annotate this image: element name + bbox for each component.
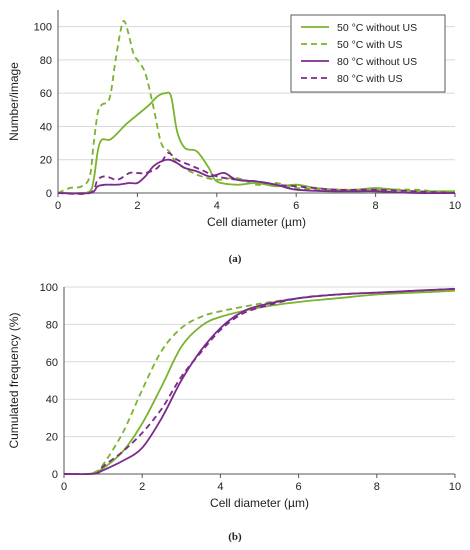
panel-label-a: (a) — [228, 253, 242, 265]
chart-b-series-line-3 — [63, 288, 456, 476]
chart-b-y-tick-label: 0 — [52, 469, 58, 481]
chart-b-x-tick-label: 4 — [217, 481, 223, 493]
chart-a-x-tick-label: 6 — [293, 200, 299, 212]
chart-a-x-tick-label: 2 — [134, 200, 140, 212]
chart-a-series-line-2 — [57, 19, 456, 194]
chart-a-y-tick-label: 40 — [40, 121, 52, 133]
chart-a-legend-entry: 80 °C without US — [337, 56, 417, 68]
chart-a-x-axis-label: Cell diameter (µm) — [207, 215, 306, 229]
chart-a-series-line-3 — [57, 158, 456, 195]
chart-a-y-tick-label: 0 — [46, 188, 52, 200]
chart-b: 0 20 40 60 80 100 0 2 4 6 8 10 Cell diameter (µm) Cum… — [7, 282, 461, 510]
chart-a-series-line-1 — [57, 91, 455, 195]
chart-b-y-tick-label: 60 — [46, 357, 58, 369]
chart-b-y-tick-label: 100 — [40, 282, 58, 294]
chart-a-legend-entry: 80 °C with US — [337, 73, 402, 85]
chart-b-y-tick-label: 80 — [46, 319, 58, 331]
chart-b-y-tick-label: 40 — [46, 394, 58, 406]
chart-a-y-tick-label: 60 — [40, 88, 52, 100]
chart-a-legend-entry: 50 °C with US — [337, 39, 402, 51]
chart-a-series-line-4 — [57, 152, 456, 195]
chart-a-x-tick-label: 10 — [449, 200, 461, 212]
chart-b-series-line-2 — [63, 288, 456, 476]
chart-b-y-axis-label: Cumulated frequency (%) — [7, 312, 21, 448]
chart-b-x-tick-label: 0 — [61, 481, 67, 493]
chart-a-legend-entry: 50 °C without US — [337, 22, 417, 34]
chart-b-x-tick-label: 10 — [449, 481, 461, 493]
chart-b-x-tick-label: 6 — [296, 481, 302, 493]
chart-b-x-tick-label: 8 — [374, 481, 380, 493]
chart-b-y-tick-label: 20 — [46, 432, 58, 444]
chart-a-y-tick-label: 80 — [40, 55, 52, 67]
chart-a-y-tick-label: 100 — [34, 22, 52, 34]
chart-a-x-tick-label: 0 — [55, 200, 61, 212]
chart-b-series-line-4 — [63, 288, 456, 476]
chart-a-x-tick-label: 8 — [373, 200, 379, 212]
chart-a: 0 20 40 60 80 100 0 2 4 6 8 10 Cell diameter (µm) Num… — [7, 10, 461, 229]
chart-b-x-tick-label: 2 — [139, 481, 145, 493]
chart-a-y-axis-label: Number/image — [7, 62, 21, 141]
chart-b-series-line-1 — [63, 289, 456, 476]
chart-a-x-tick-label: 4 — [214, 200, 220, 212]
panel-label-b: (b) — [228, 531, 242, 543]
chart-b-x-axis-label: Cell diameter (µm) — [210, 496, 309, 510]
chart-a-legend — [290, 14, 446, 93]
chart-a-y-tick-label: 20 — [40, 155, 52, 167]
